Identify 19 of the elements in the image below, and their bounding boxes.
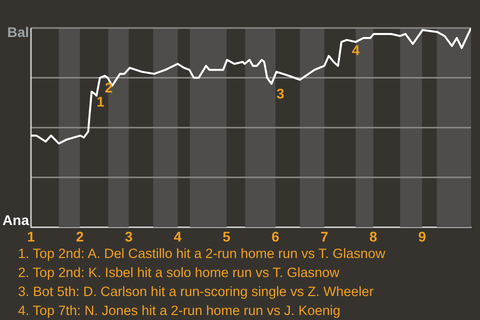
x-tick-label: 7 (320, 228, 328, 244)
annotation: 2 (104, 80, 113, 96)
x-tick-label: 2 (76, 228, 84, 244)
annotation: 1 (96, 94, 105, 110)
x-tick-label: 8 (369, 228, 378, 244)
annotation: 4 (352, 42, 360, 58)
x-tick-label: 3 (124, 228, 133, 244)
x-tick-label: 1 (27, 228, 36, 244)
x-tick-label: 6 (272, 228, 280, 244)
x-tick-label: 4 (174, 228, 182, 244)
annotation: 3 (276, 86, 285, 102)
x-tick-label: 9 (418, 228, 426, 244)
text: 1. Top 2nd: A. Del Castillo hit a 2-run home run vs T. Glasnow (18, 245, 386, 263)
text: 4. Top 7th: N. Jones hit a 2-run home run vs J. Koenig (18, 302, 342, 320)
text: 3. Bot 5th: D. Carlson hit a run-scoring single vs Z. Wheeler (18, 283, 375, 301)
text: Bal (7, 24, 29, 40)
x-tick-label: 5 (222, 228, 231, 244)
text: Ana (2, 212, 30, 228)
text: 2. Top 2nd: K. Isbel hit a solo home run vs T. Glasnow (18, 264, 340, 282)
